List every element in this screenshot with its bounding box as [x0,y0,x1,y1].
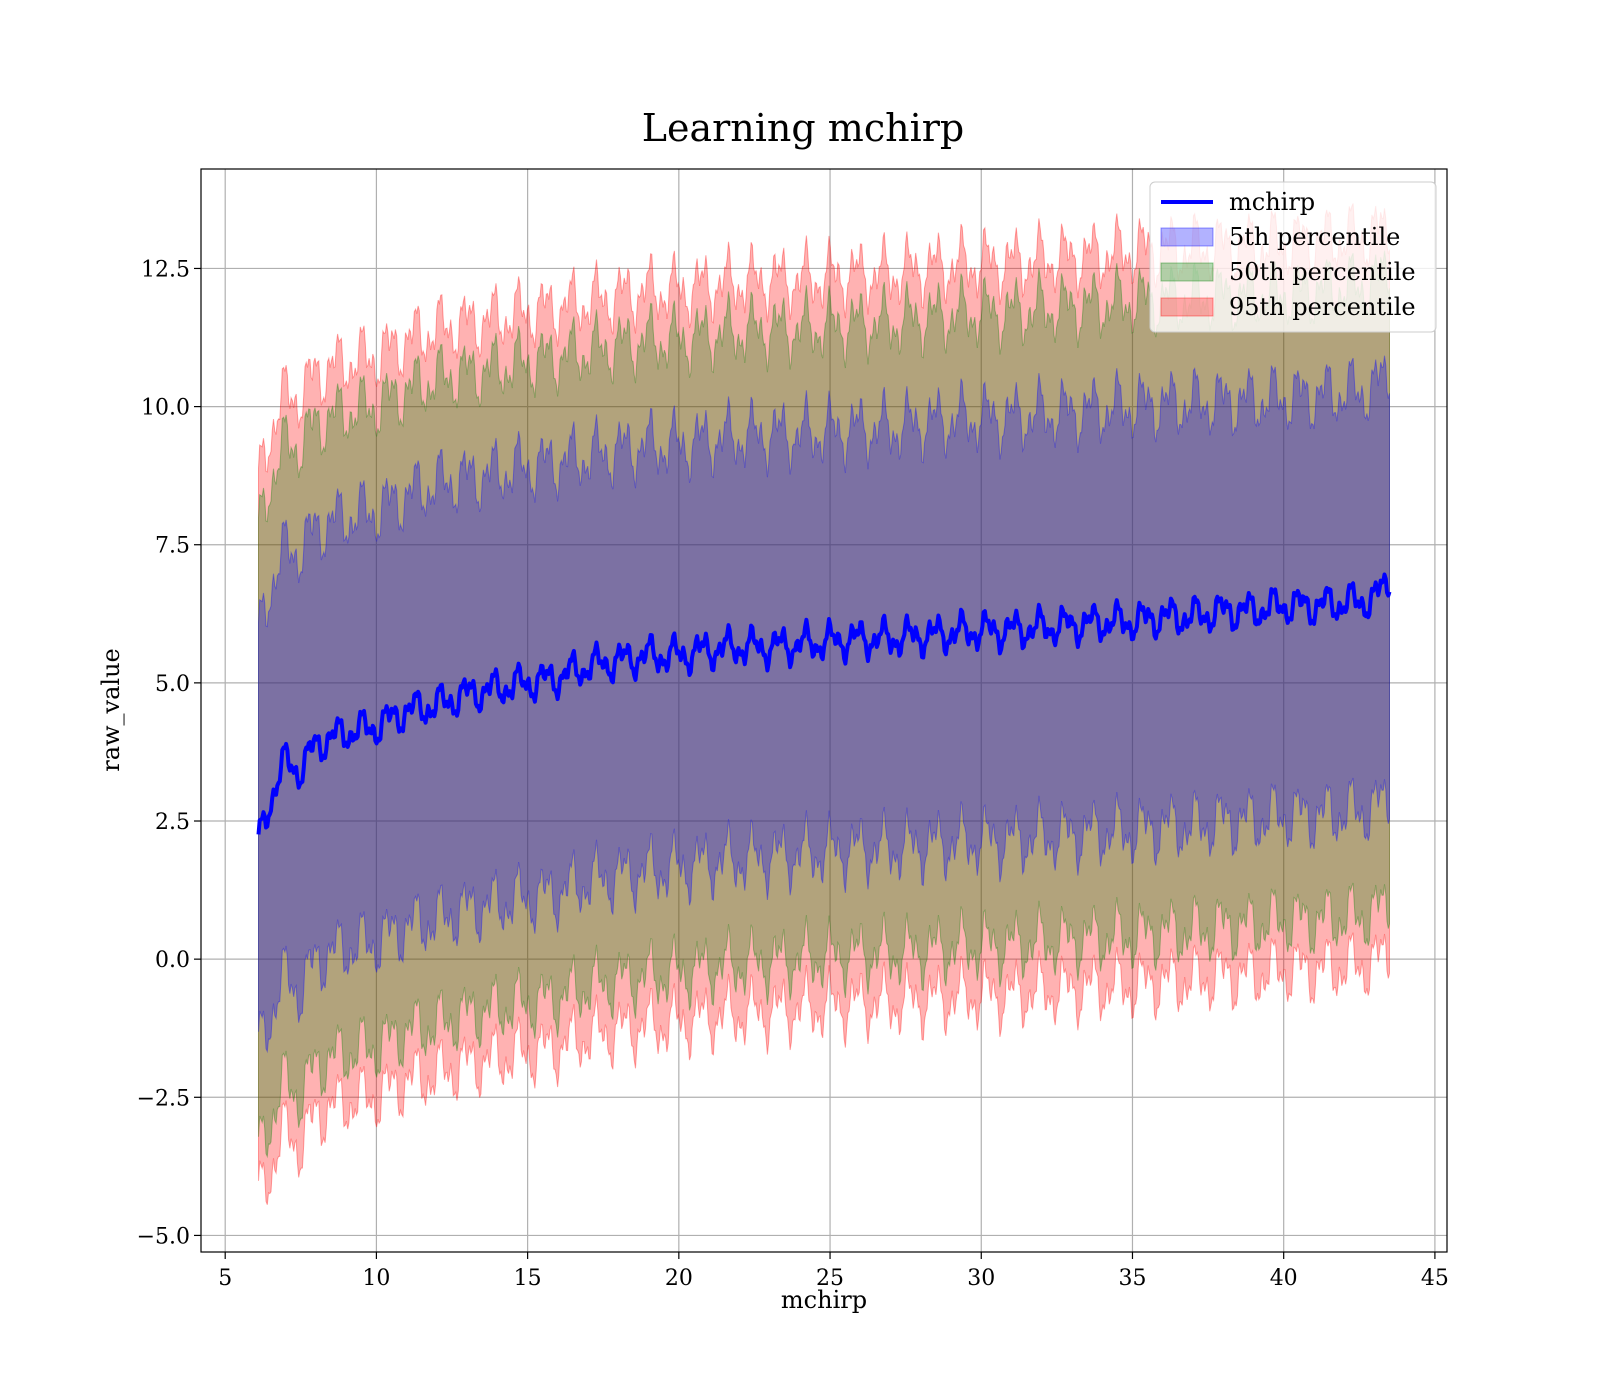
legend-box [1149,181,1437,333]
x-tick-label: 40 [1270,1266,1298,1291]
legend-label: 50th percentile [1229,258,1416,286]
y-tick-label: 7.5 [155,534,190,559]
series-line-mchirp [256,572,1392,835]
legend-patch-swatch [1160,227,1214,247]
x-axis-label: mchirp [781,1286,867,1314]
x-tick-label: 5 [218,1266,232,1291]
grid [201,169,1447,1252]
legend-label: mchirp [1229,188,1315,216]
x-tick-label: 20 [665,1266,693,1291]
x-tick-label: 30 [967,1266,995,1291]
plot-area [200,168,1448,1253]
legend-label: 95th percentile [1229,293,1416,321]
legend-label: 5th percentile [1229,223,1400,251]
x-tick-label: 10 [362,1266,390,1291]
y-tick-label: −2.5 [137,1086,190,1111]
y-tick-label: 12.5 [141,257,190,282]
legend-patch-swatch [1160,262,1214,282]
x-axis: 5 10 15 20 25 30 35 40 45 [218,1252,1449,1291]
x-tick-label: 45 [1421,1266,1449,1291]
x-tick-label: 25 [816,1266,844,1291]
y-tick-label: 10.0 [141,396,190,421]
band-50th-percentile [258,250,1390,1159]
y-tick-label: 2.5 [155,810,190,835]
percentile-bands [258,203,1390,1205]
chart-title: Learning mchirp [642,106,964,150]
series-lines [256,572,1392,835]
y-tick-label: 0.0 [155,948,190,973]
plot-frame [200,168,1448,1253]
band-5th-percentile [258,355,1390,1054]
y-tick-label: 5.0 [155,672,190,697]
x-tick-label: 15 [514,1266,542,1291]
y-axis: −5.0 −2.5 0.0 2.5 5.0 7.5 10.0 12.5 [137,257,201,1249]
x-tick-label: 35 [1118,1266,1146,1291]
legend: mchirp 5th percentile 50th percentile 95th … [1149,181,1437,333]
y-tick-label: −5.0 [137,1224,190,1249]
legend-patch-swatch [1160,297,1214,317]
band-95th-percentile [258,203,1390,1205]
y-axis-label: raw_value [97,648,125,772]
